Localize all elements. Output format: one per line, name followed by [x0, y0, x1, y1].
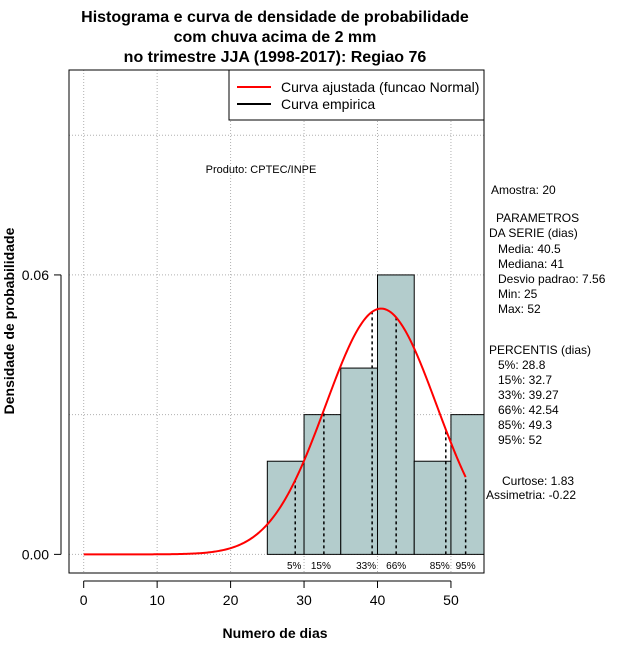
x-tick-label-0: 0: [80, 592, 88, 608]
y-axis-title: Densidade de probabilidade: [1, 227, 17, 414]
stat-p85: 85%: 49.3: [498, 418, 552, 432]
chart-title: Histograma e curva de densidade de proba…: [81, 9, 469, 66]
x-tick-label-5: 50: [443, 592, 459, 608]
fitted-normal-curve: [83, 307, 467, 556]
histogram-bar-4: [413, 460, 452, 555]
x-tick-label-4: 40: [370, 592, 386, 608]
statistics-panel: Amostra: 20 PARAMETROS DA SERIE (dias) M…: [486, 183, 606, 502]
stat-sd: Desvio padrao: 7.56: [498, 272, 606, 286]
legend-fitted-label: Curva ajustada (funcao Normal): [281, 79, 479, 95]
product-credit: Produto: CPTEC/INPE: [206, 164, 317, 176]
stat-median: Mediana: 41: [498, 257, 564, 271]
histogram-bars: [266, 274, 485, 555]
stat-p33: 33%: 39.27: [498, 388, 559, 402]
stat-p5: 5%: 28.8: [498, 358, 546, 372]
stat-params-subheading: DA SERIE (dias): [489, 226, 578, 240]
stat-kurtosis: Curtose: 1.83: [502, 474, 574, 488]
y-axis: 0.00 0.06: [22, 267, 62, 562]
stat-p95: 95%: 52: [498, 433, 542, 447]
histogram-bar-1: [303, 414, 342, 555]
fitted-curve-layer: [83, 307, 467, 556]
percentile-label-4: 85%: [430, 561, 450, 572]
stat-params-heading: PARAMETROS: [496, 211, 579, 225]
percentile-label-5: 95%: [456, 561, 476, 572]
stat-min: Min: 25: [498, 287, 538, 301]
percentile-label-0: 5%: [287, 561, 302, 572]
stat-p15: 15%: 32.7: [498, 373, 552, 387]
histogram-bar-2: [340, 367, 378, 555]
legend-box: [228, 69, 485, 121]
chart-title-line-1: Histograma e curva de densidade de proba…: [81, 9, 469, 26]
x-tick-label-1: 10: [149, 592, 165, 608]
stat-percentiles-heading: PERCENTIS (dias): [489, 343, 591, 357]
stat-sample: Amostra: 20: [491, 183, 556, 197]
y-tick-label-1: 0.06: [22, 267, 49, 283]
percentile-lines: 5% 15% 33% 66% 85% 95%: [287, 311, 476, 572]
percentile-label-1: 15%: [311, 561, 331, 572]
stat-max: Max: 52: [498, 302, 541, 316]
stat-skewness: Assimetria: -0.22: [486, 488, 576, 502]
x-tick-label-3: 30: [296, 592, 312, 608]
x-axis: 0 10 20 30 40 50: [80, 580, 459, 608]
y-tick-label-0: 0.00: [22, 546, 49, 562]
legend-empirical-label: Curva empirica: [281, 96, 375, 112]
stat-mean: Media: 40.5: [498, 242, 561, 256]
chart-title-line-2: com chuva acima de 2 mm: [174, 29, 377, 46]
percentile-label-2: 33%: [356, 561, 376, 572]
legend: Curva ajustada (funcao Normal) Curva emp…: [228, 69, 485, 121]
x-axis-title: Numero de dias: [222, 625, 327, 641]
stat-p66: 66%: 42.54: [498, 403, 559, 417]
histogram-bar-5: [450, 414, 485, 555]
chart-title-line-3: no trimestre JJA (1998-2017): Regiao 76: [124, 49, 427, 66]
x-tick-label-2: 20: [223, 592, 239, 608]
percentile-label-3: 66%: [386, 561, 406, 572]
